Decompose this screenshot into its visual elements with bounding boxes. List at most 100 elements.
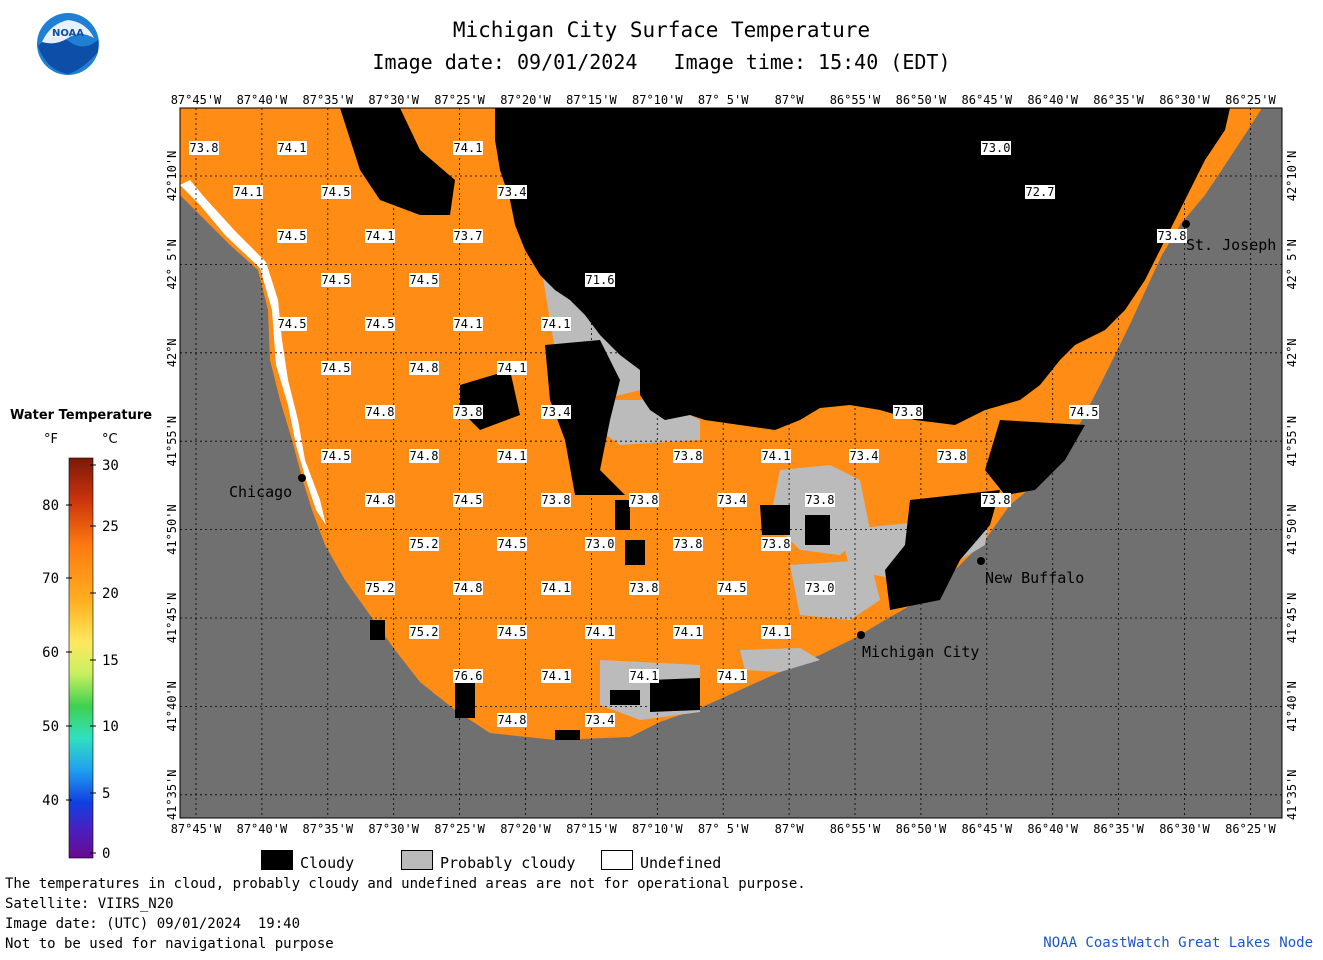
lon-tick-bottom: 86°45'W [962,822,1013,836]
michigan-city-marker [857,631,865,639]
colorbar-f-tick: 40 [42,793,59,809]
temperature-value: 74.5 [322,273,351,287]
undefined-swatch [601,850,633,870]
temperature-label: 74.5 [453,493,483,507]
temperature-label: 73.4 [717,493,747,507]
temperature-value: 74.5 [498,537,527,551]
city-michigan-city: Michigan City [862,643,979,661]
temperature-label: 74.1 [541,669,571,683]
lon-tick-top: 86°55'W [830,93,881,107]
temperature-value: 73.4 [718,493,747,507]
temperature-value: 76.6 [454,669,483,683]
lon-tick-bottom: 87°30'W [368,822,419,836]
temperature-value: 73.4 [498,185,527,199]
temperature-label: 74.1 [497,361,527,375]
temperature-value: 74.1 [498,449,527,463]
city-new-buffalo: New Buffalo [985,569,1084,587]
temperature-value: 74.1 [498,361,527,375]
credit-link[interactable]: NOAA CoastWatch Great Lakes Node [1043,935,1313,951]
lon-tick-bottom: 86°50'W [896,822,947,836]
time-value: 15:40 (EDT) [818,50,951,74]
new-buffalo-marker [977,557,985,565]
lon-labels-top: 87°45'W 87°40'W 87°35'W 87°30'W 87°25'W 87°20… [171,93,1277,107]
lon-tick-top: 86°30'W [1159,93,1210,107]
temperature-value: 73.8 [674,537,703,551]
temperature-value: 74.5 [366,317,395,331]
temperature-label: 73.0 [805,581,835,595]
lon-tick-top: 87°35'W [303,93,354,107]
temperature-label: 74.1 [673,625,703,639]
temperature-value: 74.8 [498,713,527,727]
temperature-value: 74.1 [542,669,571,683]
probably-cloudy-swatch [401,850,433,870]
temperature-value: 73.8 [1158,229,1187,243]
temperature-value: 73.8 [630,493,659,507]
legend-unit-f: °F [44,432,58,447]
lon-tick-top: 87°25'W [434,93,485,107]
cloudy-swatch [261,850,293,870]
temperature-value: 73.8 [674,449,703,463]
colorbar-f-ticks: 80 70 60 50 40 [42,498,72,809]
colorbar-f-tick: 80 [42,498,59,514]
temperature-label: 74.1 [497,449,527,463]
lat-tick-right: 41°50'N [1285,504,1299,555]
lon-tick-bottom: 87°15'W [566,822,617,836]
temperature-value: 74.5 [410,273,439,287]
lon-labels-bottom: 87°45'W 87°40'W 87°35'W 87°30'W 87°25'W 87°20… [171,822,1277,836]
temperature-label: 74.1 [585,625,615,639]
map-area [180,108,1282,818]
date-label: Image date: [372,50,505,74]
lat-tick-right: 41°35'N [1285,770,1299,821]
temperature-label: 73.8 [189,141,219,155]
temperature-value: 73.0 [586,537,615,551]
note-disclaimer: The temperatures in cloud, probably clou… [5,876,806,892]
temperature-value: 73.8 [454,405,483,419]
temperature-label: 73.8 [937,449,967,463]
temperature-label: 74.8 [409,361,439,375]
temperature-value: 73.4 [850,449,879,463]
temperature-value: 75.2 [366,581,395,595]
temperature-label: 73.8 [761,537,791,551]
temperature-value: 74.1 [542,581,571,595]
lon-tick-top: 86°45'W [962,93,1013,107]
temperature-label: 74.8 [497,713,527,727]
lon-tick-bottom: 87°40'W [237,822,288,836]
date-value: 09/01/2024 [517,50,638,74]
lat-tick-left: 42° 5'N [165,239,179,290]
lon-tick-top: 86°50'W [896,93,947,107]
lon-tick-top: 87°10'W [632,93,683,107]
temperature-label: 74.1 [365,229,395,243]
temperature-value: 73.8 [190,141,219,155]
temperature-value: 73.4 [542,405,571,419]
temperature-labels: 73.8 74.1 74.1 73.0 74.1 74.5 73.4 72.7 74.5 74.1… [189,141,1187,727]
temperature-label: 75.2 [409,537,439,551]
temperature-value: 74.8 [410,449,439,463]
temperature-value: 74.1 [542,317,571,331]
temperature-label: 73.0 [585,537,615,551]
temperature-label: 73.4 [497,185,527,199]
temperature-label: 74.5 [277,317,307,331]
time-label: Image time: [673,50,806,74]
temperature-label: 73.8 [805,493,835,507]
temperature-value: 74.5 [454,493,483,507]
colorbar-c-tick: 20 [102,586,119,602]
temperature-label: 73.8 [893,405,923,419]
temperature-value: 73.8 [894,405,923,419]
lon-tick-bottom: 86°40'W [1027,822,1078,836]
lon-tick-top: 87°W [775,93,805,107]
note-satellite: Satellite: VIIRS_N20 [5,896,174,912]
temperature-label: 74.5 [321,361,351,375]
temperature-label: 74.5 [321,185,351,199]
cities: Chicago St. Joseph New Buffalo Michigan … [229,220,1276,661]
temperature-label: 74.1 [541,581,571,595]
temperature-value: 74.1 [762,625,791,639]
temperature-value: 74.1 [630,669,659,683]
temperature-label: 74.1 [233,185,263,199]
temperature-value: 73.0 [982,141,1011,155]
temperature-label: 74.1 [453,141,483,155]
colorbar-c-tick: 10 [102,719,119,735]
temperature-value: 74.1 [454,317,483,331]
lon-tick-top: 87°15'W [566,93,617,107]
temperature-label: 73.8 [629,581,659,595]
legend-title: Water Temperature [10,408,153,423]
